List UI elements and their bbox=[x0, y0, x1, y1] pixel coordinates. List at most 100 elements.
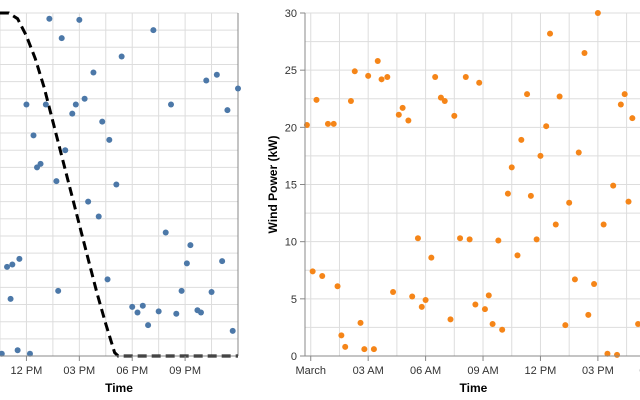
right-data-point bbox=[422, 296, 429, 303]
left-data-point bbox=[197, 309, 204, 316]
left-data-point bbox=[106, 136, 113, 143]
right-data-point bbox=[591, 280, 598, 287]
right-data-point bbox=[527, 192, 534, 199]
right-data-point bbox=[342, 343, 349, 350]
right-data-point bbox=[405, 117, 412, 124]
left-data-point bbox=[99, 118, 106, 125]
right-data-point bbox=[594, 10, 601, 16]
right-data-point bbox=[635, 320, 640, 327]
right-x-tick-label: 03 AM bbox=[353, 365, 384, 377]
right-data-point bbox=[365, 72, 372, 79]
left-data-point bbox=[4, 263, 11, 270]
left-data-point bbox=[213, 71, 220, 78]
left-data-point bbox=[76, 16, 83, 23]
right-data-point bbox=[476, 79, 483, 86]
right-data-point bbox=[441, 98, 448, 105]
right-data-point bbox=[447, 316, 454, 323]
right-y-axis-title: Wind Power (kW) bbox=[266, 136, 280, 234]
right-data-point bbox=[432, 74, 439, 81]
left-data-point bbox=[42, 101, 49, 108]
right-data-point bbox=[499, 326, 506, 333]
right-data-point bbox=[617, 101, 624, 108]
right-data-point bbox=[604, 350, 611, 357]
right-x-axis-title: Time bbox=[460, 381, 488, 395]
right-data-point bbox=[395, 111, 402, 118]
right-data-point bbox=[562, 322, 569, 329]
right-x-tick-label: 12 PM bbox=[525, 365, 557, 377]
right-y-tick-label: 30 bbox=[285, 8, 297, 20]
right-y-axis: 0 5 10 15 20 25 30 bbox=[285, 8, 306, 363]
right-y-tick-label: 20 bbox=[285, 122, 297, 134]
left-dashed-series-line bbox=[0, 11, 238, 358]
left-data-point bbox=[53, 178, 60, 185]
right-data-point bbox=[485, 292, 492, 299]
left-data-point bbox=[203, 77, 210, 84]
right-data-point bbox=[374, 58, 381, 65]
right-data-point bbox=[581, 50, 588, 57]
right-data-point bbox=[472, 301, 479, 308]
right-x-tick-label: 06 AM bbox=[410, 365, 441, 377]
left-data-point bbox=[208, 288, 215, 295]
left-data-point bbox=[55, 287, 62, 294]
right-data-point bbox=[409, 293, 416, 300]
right-data-point bbox=[547, 30, 554, 37]
left-data-point bbox=[85, 198, 92, 205]
left-x-tick-label: 03 PM bbox=[63, 365, 95, 377]
left-data-point bbox=[26, 350, 33, 357]
right-data-point bbox=[418, 303, 425, 310]
left-data-point bbox=[139, 302, 146, 309]
right-data-point bbox=[543, 123, 550, 130]
right-data-point bbox=[575, 149, 582, 156]
left-data-point bbox=[104, 276, 111, 283]
right-data-point bbox=[428, 254, 435, 261]
left-data-point bbox=[62, 147, 69, 154]
left-data-point bbox=[23, 101, 30, 108]
left-data-point bbox=[173, 310, 180, 317]
left-data-point bbox=[155, 308, 162, 315]
left-data-point bbox=[95, 213, 102, 220]
left-data-point bbox=[178, 287, 185, 294]
left-data-point bbox=[14, 347, 21, 354]
left-data-point bbox=[7, 295, 14, 302]
right-data-point bbox=[566, 199, 573, 206]
right-data-point bbox=[351, 68, 358, 75]
right-data-point bbox=[625, 198, 632, 205]
right-y-tick-label: 10 bbox=[285, 237, 297, 249]
right-x-tick-label: 09 AM bbox=[467, 365, 498, 377]
right-data-point bbox=[384, 74, 391, 81]
right-data-point bbox=[457, 235, 464, 242]
left-data-point bbox=[129, 303, 136, 310]
left-data-point bbox=[118, 53, 125, 60]
left-data-point bbox=[90, 69, 97, 76]
right-data-point bbox=[495, 237, 502, 244]
right-y-tick-label: 0 bbox=[291, 351, 297, 363]
right-data-point bbox=[489, 320, 496, 327]
left-data-point bbox=[9, 261, 16, 268]
right-data-point bbox=[518, 136, 525, 143]
left-data-point bbox=[113, 181, 120, 188]
right-data-point bbox=[451, 112, 458, 119]
left-data-point bbox=[72, 101, 79, 108]
left-x-axis: 12 PM 03 PM 06 PM 09 PM bbox=[0, 355, 238, 377]
left-data-point bbox=[183, 260, 190, 267]
left-data-point bbox=[145, 322, 152, 329]
right-data-point bbox=[330, 120, 337, 127]
right-data-point bbox=[437, 94, 444, 101]
left-data-point bbox=[134, 309, 141, 316]
left-data-point bbox=[162, 229, 169, 236]
right-y-tick-label: 15 bbox=[285, 180, 297, 192]
right-data-point bbox=[462, 74, 469, 81]
right-data-point bbox=[524, 91, 531, 98]
right-data-point bbox=[309, 268, 316, 275]
left-data-point bbox=[150, 27, 157, 34]
right-data-point bbox=[621, 91, 628, 98]
right-data-point bbox=[614, 351, 621, 358]
left-data-point bbox=[30, 132, 37, 139]
right-y-tick-label: 5 bbox=[291, 294, 297, 306]
right-data-point bbox=[319, 272, 326, 279]
right-data-point bbox=[481, 306, 488, 313]
left-line-layer bbox=[0, 11, 238, 358]
right-data-point bbox=[334, 283, 341, 290]
